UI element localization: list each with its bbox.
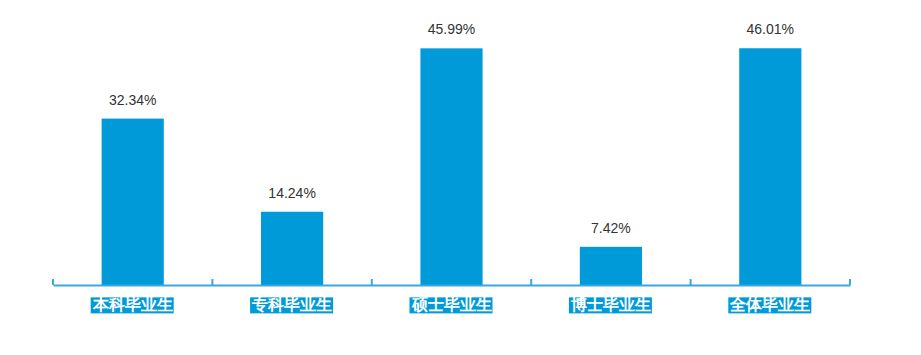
data-label: 7.42%	[591, 220, 631, 236]
category-boundary	[211, 279, 213, 285]
x-tick: 本科毕业生	[91, 285, 174, 313]
data-label: 32.34%	[109, 92, 156, 108]
bar	[739, 48, 801, 285]
label-background	[728, 297, 811, 313]
axis-decoration	[53, 279, 850, 285]
category-boundary	[690, 279, 692, 285]
x-axis: 本科毕业生 专科毕业生 硕士毕业生 博士毕业生 全体毕业生	[54, 285, 851, 313]
label-background	[569, 297, 652, 313]
x-tick: 全体毕业生	[728, 285, 811, 313]
x-axis-line	[54, 285, 851, 287]
x-tick: 硕士毕业生	[410, 285, 493, 313]
category-boundary	[849, 279, 851, 285]
data-label: 45.99%	[428, 21, 475, 37]
x-tick-label: 本科毕业生	[92, 296, 173, 313]
data-label: 14.24%	[268, 185, 315, 201]
x-tick-label: 全体毕业生	[729, 296, 810, 313]
bar	[420, 48, 482, 285]
label-background	[250, 297, 333, 313]
data-label: 46.01%	[747, 21, 794, 37]
bar	[580, 247, 642, 285]
chart: 本科毕业生 专科毕业生 硕士毕业生 博士毕业生 全体毕业生 32.34% 14.24% 45.…	[0, 0, 921, 355]
label-background	[410, 297, 493, 313]
label-background	[91, 297, 174, 313]
x-tick: 博士毕业生	[569, 285, 652, 313]
x-tick-label: 专科毕业生	[251, 296, 332, 313]
category-boundary	[530, 279, 532, 285]
bar	[102, 119, 164, 285]
x-tick-label: 硕士毕业生	[411, 296, 492, 313]
category-boundary	[52, 279, 54, 285]
plot: 本科毕业生 专科毕业生 硕士毕业生 博士毕业生 全体毕业生 32.34% 14.24% 45.…	[53, 21, 851, 313]
bar	[261, 212, 323, 285]
x-tick-label: 博士毕业生	[570, 296, 651, 313]
bars	[102, 48, 802, 285]
category-boundary	[371, 279, 373, 285]
x-tick: 专科毕业生	[250, 285, 333, 313]
data-labels: 32.34% 14.24% 45.99% 7.42% 46.01%	[109, 21, 794, 236]
